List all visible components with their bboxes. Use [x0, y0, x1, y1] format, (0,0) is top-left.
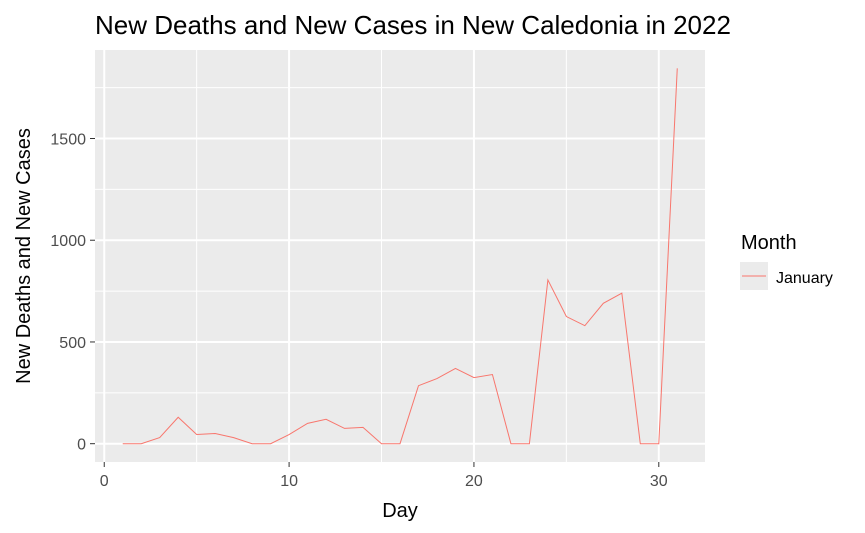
y-tick-label: 0	[77, 437, 86, 454]
y-tick-label: 1500	[50, 132, 86, 149]
legend-label-january: January	[776, 270, 833, 287]
x-tick-label: 20	[465, 473, 483, 490]
axis-ticks: 0 10 20 30 0 500 1000 1500	[50, 132, 667, 490]
chart-title: New Deaths and New Cases in New Caledoni…	[95, 10, 731, 40]
minor-gridlines	[95, 50, 705, 462]
x-tick-label: 10	[280, 473, 298, 490]
major-gridlines	[95, 50, 705, 462]
series-line-january	[122, 68, 678, 445]
y-tick-label: 1000	[50, 233, 86, 250]
x-tick-label: 30	[650, 473, 668, 490]
x-axis-title: Day	[382, 500, 418, 522]
legend-title: Month	[741, 232, 797, 254]
plot-panel	[95, 50, 705, 462]
y-axis-title: New Deaths and New Cases	[13, 128, 35, 384]
x-tick-label: 0	[100, 473, 109, 490]
y-tick-label: 500	[59, 335, 86, 352]
series-lines	[122, 68, 678, 445]
